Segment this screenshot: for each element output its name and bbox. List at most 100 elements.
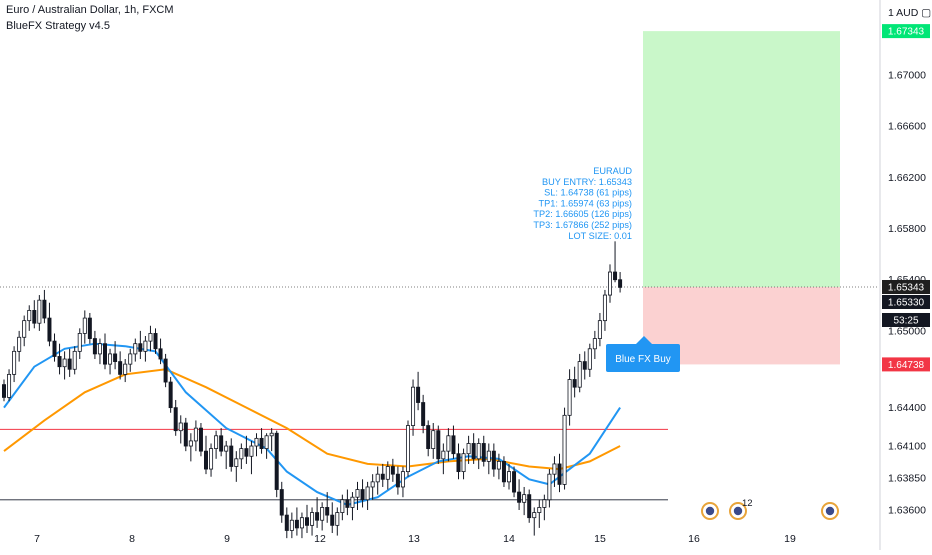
candle: [72, 346, 77, 375]
countdown-badge-text: 53:25: [893, 315, 918, 326]
candle: [431, 423, 436, 459]
candle-body: [441, 450, 446, 460]
candle-body: [249, 445, 254, 457]
candle: [582, 351, 587, 380]
candle: [517, 479, 522, 510]
y-tick-label: 1.63600: [888, 505, 926, 517]
candle-body: [42, 299, 47, 319]
candle-body: [542, 499, 547, 508]
candle: [602, 289, 607, 331]
candle-body: [72, 350, 77, 370]
candle: [618, 272, 623, 293]
candle: [148, 325, 153, 352]
event-marker: [821, 502, 839, 520]
candle-body: [163, 358, 168, 383]
trade-info-line: TP2: 1.66605 (126 pips): [533, 209, 632, 219]
candle-body: [138, 343, 143, 352]
candle-body: [123, 363, 128, 375]
candle-body: [405, 425, 410, 473]
candle-body: [2, 384, 7, 398]
candle: [92, 330, 97, 360]
candle-body: [395, 473, 400, 488]
candle-body: [57, 356, 62, 368]
y-tick-label: 1.65000: [888, 325, 926, 337]
chart-title: Euro / Australian Dollar, 1h, FXCM: [6, 4, 174, 16]
candle: [103, 333, 108, 370]
candle-body: [360, 489, 365, 501]
candle-body: [229, 445, 234, 467]
candle: [113, 341, 118, 370]
candle-body: [390, 466, 395, 475]
entry-price-badge-text: 1.65343: [888, 282, 925, 293]
candle-body: [108, 353, 113, 365]
candle-body: [304, 517, 309, 526]
tp-price-badge-text: 1.67343: [888, 27, 925, 38]
candle-body: [330, 514, 335, 526]
candle: [421, 394, 426, 434]
candle: [168, 376, 173, 413]
y-tick-label: 1.66600: [888, 121, 926, 133]
candle-body: [340, 499, 345, 513]
candle-body: [12, 350, 17, 375]
candle: [597, 312, 602, 347]
candle: [274, 430, 279, 498]
candle-body: [375, 473, 380, 483]
last-price-badge-text: 1.65330: [888, 297, 925, 308]
candle-body: [345, 499, 350, 508]
candle-body: [416, 386, 421, 403]
candle: [370, 474, 375, 500]
candle: [320, 502, 325, 531]
candle-body: [537, 507, 542, 513]
candle: [143, 336, 148, 362]
candle: [537, 499, 542, 528]
candle: [97, 338, 102, 365]
trade-info-line: LOT SIZE: 0.01: [568, 231, 632, 241]
candle-body: [133, 343, 138, 355]
trade-info-line: BUY ENTRY: 1.65343: [542, 177, 632, 187]
candle: [426, 420, 431, 457]
candle-body: [567, 379, 572, 416]
candle-body: [264, 435, 269, 449]
candle: [512, 466, 517, 498]
candle: [532, 507, 537, 536]
candle-body: [496, 460, 501, 470]
candle-body: [592, 338, 597, 350]
candle: [310, 507, 315, 536]
candle: [12, 346, 17, 383]
candle-body: [97, 343, 102, 355]
candle-body: [587, 348, 592, 370]
candle-body: [82, 317, 87, 334]
candle: [178, 415, 183, 444]
candle-body: [552, 463, 557, 475]
candle: [294, 507, 299, 536]
candle: [42, 289, 47, 324]
signal-badge: [606, 344, 680, 372]
candle: [108, 348, 113, 375]
candle: [67, 348, 72, 377]
candle: [365, 481, 370, 510]
candle: [608, 264, 613, 303]
candle: [188, 433, 193, 462]
candle-body: [522, 494, 527, 503]
candle: [249, 440, 254, 475]
candle: [183, 417, 188, 452]
candle-body: [411, 386, 416, 426]
candle: [153, 328, 158, 354]
candle: [340, 494, 345, 521]
candle-body: [471, 443, 476, 460]
candle-body: [269, 432, 274, 437]
candle-body: [244, 448, 249, 457]
candle: [163, 353, 168, 388]
candle: [173, 399, 178, 436]
candle: [330, 502, 335, 534]
candle: [315, 497, 320, 528]
candle: [32, 300, 37, 329]
candle-body: [385, 466, 390, 480]
candle: [229, 438, 234, 472]
candle: [486, 443, 491, 475]
candle-body: [32, 310, 37, 324]
candle-body: [557, 463, 562, 485]
candle: [224, 440, 229, 470]
